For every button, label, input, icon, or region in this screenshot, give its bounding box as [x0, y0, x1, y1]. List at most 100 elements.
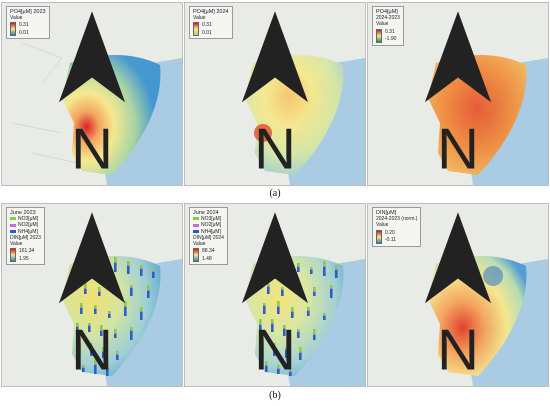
- station-bar-segment: [323, 316, 326, 320]
- station-bar-segment: [140, 268, 143, 269]
- station-bar-segment: [265, 366, 268, 372]
- color-ramp: [376, 229, 382, 244]
- legend-subtitle: 2024-2023 (norm.): [376, 216, 418, 223]
- station-bar-segment: [76, 327, 79, 334]
- station-bar-segment: [80, 303, 83, 307]
- station-bar-segment: [277, 306, 280, 307]
- station-bar-segment: [116, 355, 119, 360]
- station-bar-segment: [100, 325, 103, 330]
- station-bar-segment: [277, 365, 280, 368]
- station-bar-segment: [285, 349, 288, 350]
- legend-title: PO4[μM] 2023: [10, 9, 46, 15]
- legend-subtitle: DIN[μM] 2024: [193, 234, 224, 241]
- legend-nh4: NH4[μM]: [18, 228, 38, 235]
- station-bar-segment: [283, 328, 286, 329]
- color-ramp: [193, 248, 199, 263]
- interpolated-surface: [62, 55, 161, 175]
- legend-max: 88.34: [202, 248, 215, 255]
- station-bar-segment: [130, 285, 133, 287]
- legend-no2: NO2[μM]: [18, 222, 39, 229]
- legend-max: 0.31: [19, 22, 29, 29]
- station-bar-segment: [323, 266, 326, 267]
- station-bar-segment: [114, 257, 117, 262]
- station-bar-segment: [102, 352, 105, 358]
- station-bar-segment: [90, 343, 93, 348]
- station-bar-segment: [114, 333, 117, 334]
- station-bar-segment: [114, 262, 117, 263]
- station-bar-segment: [78, 346, 81, 354]
- station-bar-segment: [78, 343, 81, 345]
- station-bar-segment: [88, 326, 91, 332]
- station-bar-segment: [152, 269, 155, 271]
- map-panel-b2: June 2024 NO3[μM] NO2[μM] NH4[μM] DIN[μM…: [184, 203, 366, 387]
- station-bar-segment: [90, 349, 93, 356]
- svg-text:N: N: [437, 117, 479, 181]
- station-bar-segment: [140, 307, 143, 311]
- station-bar-segment: [307, 310, 310, 311]
- station-bar-segment: [267, 283, 270, 286]
- color-ramp: [10, 22, 16, 37]
- station-bar-segment: [330, 285, 333, 288]
- station-bar-segment: [140, 269, 143, 276]
- station-bar-segment: [263, 303, 266, 305]
- station-bar-segment: [283, 325, 286, 328]
- station-bar-segment: [130, 330, 133, 331]
- station-bar-segment: [130, 327, 133, 330]
- station-bar-segment: [78, 345, 81, 346]
- station-bar-segment: [281, 287, 284, 289]
- station-bar-segment: [152, 271, 155, 272]
- station-bar-segment: [310, 269, 313, 270]
- station-bar-segment: [273, 346, 276, 347]
- station-bar-segment: [299, 353, 302, 360]
- station-bar-segment: [94, 365, 97, 374]
- station-bar-segment: [335, 270, 338, 278]
- station-bar-segment: [267, 287, 270, 294]
- station-bar-segment: [285, 347, 288, 349]
- station-bar-segment: [108, 314, 111, 318]
- station-bar-segment: [88, 323, 91, 325]
- station-bar-segment: [84, 289, 87, 294]
- station-bar-segment: [330, 289, 333, 298]
- station-bar-segment: [297, 331, 300, 332]
- legend-subtitle: 2024-2023: [376, 15, 400, 22]
- north-arrow-icon: N: [241, 11, 309, 181]
- station-bar-segment: [281, 289, 284, 290]
- station-bar-segment: [259, 325, 262, 334]
- station-bar-segment: [152, 272, 155, 278]
- station-bar-segment: [94, 309, 97, 314]
- station-bar-segment: [106, 363, 109, 367]
- caption-a: (a): [269, 188, 281, 199]
- station-bar-segment: [289, 372, 292, 376]
- station-bar-segment: [307, 311, 310, 316]
- legend-nh4: NH4[μM]: [201, 228, 221, 235]
- legend-a3: PO4[μM] 2024-2023 Value 0.31 -1.90: [372, 6, 404, 46]
- station-bar-segment: [263, 306, 266, 314]
- legend-b3: DIN[μM] 2024-2023 (norm.) Value 0.20 -0.…: [372, 207, 422, 247]
- legend-value-label: Value: [376, 222, 389, 229]
- station-bar-segment: [281, 290, 284, 296]
- station-bar-segment: [114, 263, 117, 272]
- station-bar-segment: [124, 301, 127, 306]
- station-bar-segment: [310, 267, 313, 269]
- station-bar-segment: [84, 283, 87, 288]
- north-arrow-icon: N: [424, 11, 492, 181]
- station-bar-segment: [291, 307, 294, 311]
- station-bar-segment: [84, 288, 87, 289]
- station-bar-segment: [277, 368, 280, 369]
- station-bar-segment: [261, 350, 264, 354]
- station-bar-segment: [98, 292, 101, 296]
- station-bar-segment: [124, 306, 127, 307]
- station-bar-segment: [102, 351, 105, 352]
- station-bar-segment: [259, 319, 262, 324]
- station-bar-segment: [323, 313, 326, 315]
- station-bar-segment: [82, 368, 85, 372]
- station-bar-segment: [313, 335, 316, 340]
- station-bar-segment: [90, 348, 93, 349]
- station-bar-segment: [297, 263, 300, 266]
- svg-text:N: N: [71, 318, 113, 382]
- station-bar-segment: [98, 287, 101, 291]
- station-bar-segment: [265, 365, 268, 366]
- station-bar-segment: [140, 311, 143, 312]
- station-bar-segment: [297, 332, 300, 338]
- legend-no3: NO3[μM]: [18, 216, 39, 223]
